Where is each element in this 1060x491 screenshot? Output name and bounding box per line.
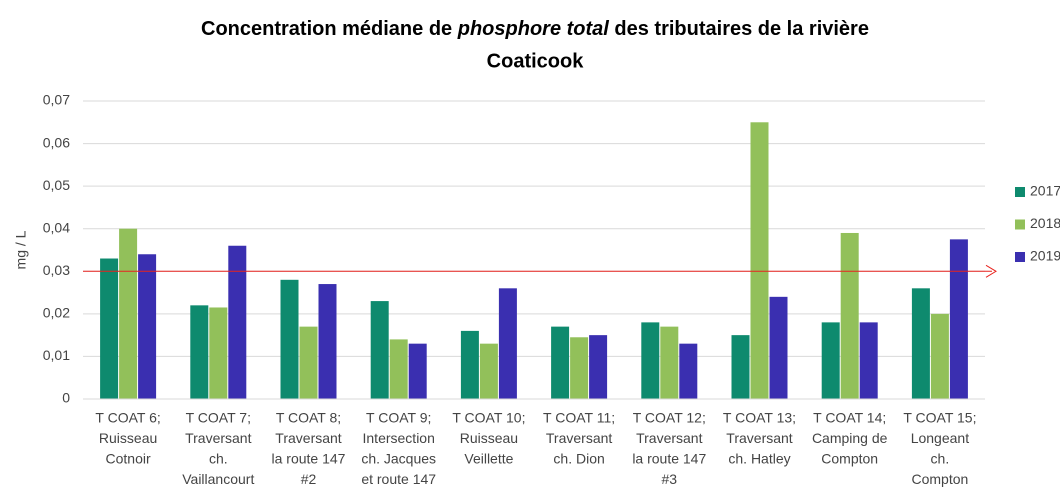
x-tick-label: Camping de — [812, 430, 888, 446]
bar — [551, 326, 570, 399]
x-tick-label: Traversant — [275, 430, 342, 446]
bar — [949, 239, 968, 399]
x-tick-label: Longeant — [911, 430, 970, 446]
bar — [750, 122, 769, 400]
legend-label: 2019 — [1030, 248, 1060, 264]
chart-title-line: Coaticook — [487, 50, 585, 72]
x-tick-label: T COAT 10; — [452, 410, 525, 426]
x-tick-label: et route 147 — [361, 471, 436, 487]
bar — [389, 339, 408, 399]
bar — [840, 232, 859, 399]
y-tick-label: 0 — [62, 390, 70, 406]
bar — [318, 284, 337, 399]
reference-arrow — [985, 264, 997, 278]
y-tick-label: 0,07 — [43, 92, 70, 108]
bar — [479, 343, 498, 399]
bar — [859, 322, 878, 399]
legend-label: 2018 — [1030, 215, 1060, 231]
x-tick-label: Traversant — [636, 430, 703, 446]
bar — [190, 305, 209, 399]
x-tick-label: T COAT 15; — [903, 410, 976, 426]
legend-swatch — [1015, 252, 1025, 262]
x-tick-label: Ruisseau — [460, 430, 518, 446]
legend-swatch — [1015, 187, 1025, 197]
x-tick-label: ch. Jacques — [361, 451, 436, 467]
x-tick-label: T COAT 7; — [186, 410, 251, 426]
bar — [769, 296, 788, 399]
bar — [460, 330, 479, 399]
bar — [299, 326, 318, 399]
x-tick-label: Compton — [821, 451, 878, 467]
bar — [408, 343, 427, 399]
x-tick-label: ch. Dion — [553, 451, 604, 467]
x-tick-label: Vaillancourt — [182, 471, 254, 487]
bar — [930, 313, 949, 399]
x-tick-label: T COAT 14; — [813, 410, 886, 426]
bar — [660, 326, 679, 399]
x-tick-label: T COAT 6; — [95, 410, 160, 426]
bar — [209, 307, 228, 399]
bar — [679, 343, 698, 399]
x-tick-label: ch. — [209, 451, 228, 467]
chart-title: Concentration médiane de phosphore total… — [201, 18, 869, 40]
bar — [370, 301, 389, 399]
x-tick-label: T COAT 13; — [723, 410, 796, 426]
y-tick-label: 0,04 — [43, 219, 70, 235]
bar — [228, 245, 247, 399]
x-tick-label: la route 147 — [272, 451, 346, 467]
bar — [821, 322, 840, 399]
bar — [731, 335, 750, 399]
x-tick-label: Traversant — [726, 430, 793, 446]
legend-label: 2017 — [1030, 183, 1060, 199]
x-tick-label: T COAT 8; — [276, 410, 341, 426]
x-tick-label: #3 — [662, 471, 678, 487]
y-tick-label: 0,05 — [43, 177, 70, 193]
x-tick-label: T COAT 9; — [366, 410, 431, 426]
bar — [100, 258, 119, 399]
x-tick-label: Ruisseau — [99, 430, 157, 446]
x-tick-label: ch. Hatley — [728, 451, 790, 467]
bar — [138, 254, 157, 399]
y-tick-label: 0,03 — [43, 262, 70, 278]
title-part: des tributaires de la rivière — [609, 18, 869, 40]
x-tick-label: Cotnoir — [106, 451, 151, 467]
bar — [911, 288, 930, 399]
bar — [498, 288, 517, 399]
title-italic: phosphore total — [457, 18, 610, 40]
x-tick-label: T COAT 11; — [543, 410, 615, 426]
x-tick-label: la route 147 — [632, 451, 706, 467]
y-axis-label: mg / L — [13, 230, 29, 269]
bar — [119, 228, 138, 399]
y-tick-label: 0,06 — [43, 134, 70, 150]
legend-swatch — [1015, 219, 1025, 230]
x-tick-label: #2 — [301, 471, 317, 487]
x-tick-label: ch. — [931, 451, 950, 467]
x-tick-label: Intersection — [363, 430, 435, 446]
x-tick-label: Traversant — [185, 430, 252, 446]
y-tick-label: 0,01 — [43, 347, 70, 363]
title-part: Concentration médiane de — [201, 18, 458, 40]
y-tick-label: 0,02 — [43, 305, 70, 321]
bar — [641, 322, 660, 399]
x-tick-label: Veillette — [464, 451, 513, 467]
x-tick-label: T COAT 12; — [633, 410, 706, 426]
bar — [570, 337, 589, 399]
x-tick-label: Traversant — [546, 430, 613, 446]
bar — [589, 335, 608, 399]
x-tick-label: Compton — [911, 471, 968, 487]
bar — [280, 279, 299, 399]
